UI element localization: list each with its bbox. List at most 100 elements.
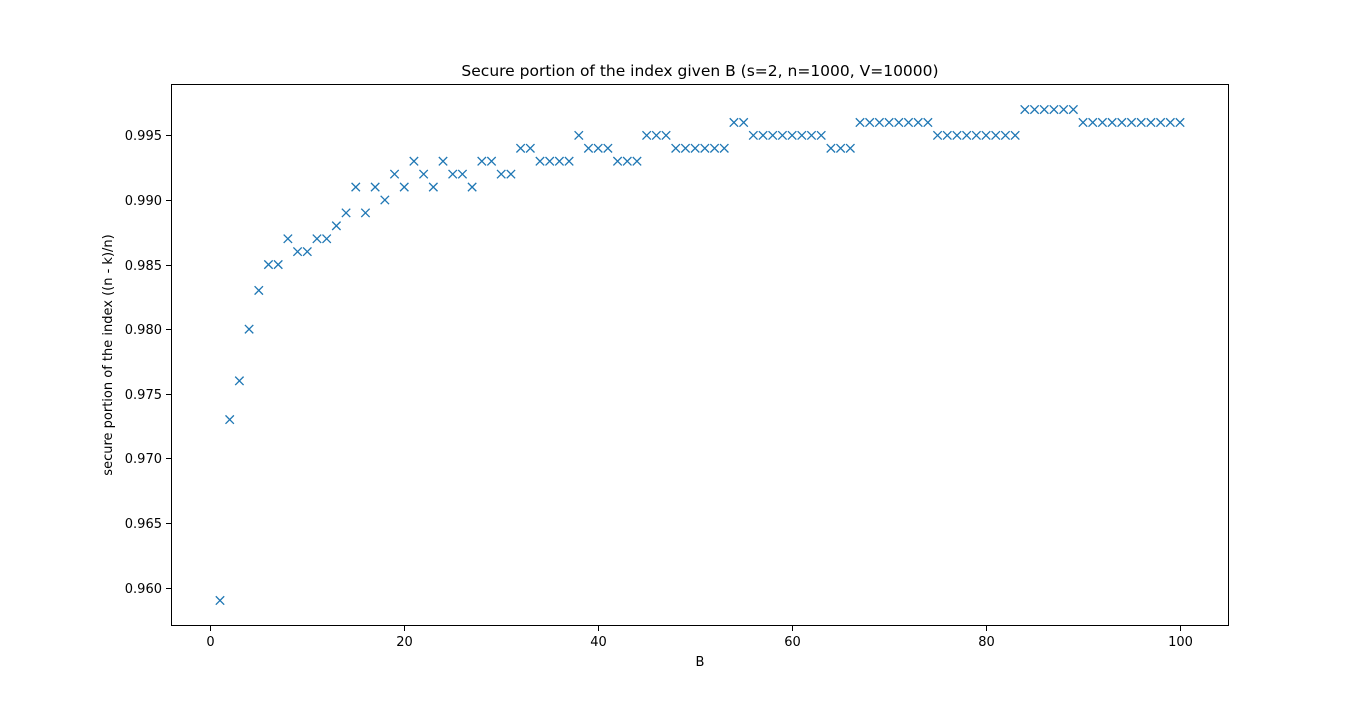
data-point: [787, 130, 797, 141]
data-point: [603, 143, 613, 153]
data-point: [448, 169, 458, 179]
data-point: [302, 246, 312, 257]
data-point: [612, 156, 623, 166]
data-point: [574, 130, 584, 141]
data-point: [962, 130, 972, 141]
data-point: [370, 182, 380, 192]
data-point: [748, 130, 758, 141]
data-point: [1010, 130, 1020, 141]
data-point: [418, 169, 429, 179]
data-points: [215, 104, 1185, 606]
data-point: [981, 130, 991, 141]
data-point: [719, 143, 729, 153]
data-point: [1058, 104, 1069, 115]
y-tick-label: 0.960: [125, 582, 162, 597]
data-point: [1088, 117, 1098, 128]
data-point: [855, 117, 865, 128]
data-point: [360, 208, 371, 218]
data-point: [506, 169, 516, 179]
data-point: [457, 169, 468, 179]
data-point: [865, 117, 875, 128]
data-point: [515, 143, 526, 153]
data-point: [622, 156, 632, 166]
data-point: [680, 143, 691, 153]
data-point: [1155, 117, 1166, 128]
data-point: [380, 195, 390, 205]
data-point: [583, 143, 594, 153]
data-point: [651, 130, 662, 141]
y-tick-label: 0.990: [125, 194, 162, 209]
data-point: [1175, 117, 1185, 128]
data-point: [244, 324, 254, 334]
data-point: [690, 143, 700, 153]
data-point: [312, 234, 322, 244]
data-point: [700, 143, 710, 153]
data-point: [826, 143, 836, 153]
data-point: [1146, 117, 1156, 128]
x-tick-label: 20: [396, 635, 413, 650]
data-point: [1020, 104, 1030, 115]
data-point: [477, 156, 487, 166]
data-point: [389, 169, 400, 179]
data-point: [806, 130, 817, 141]
data-point: [1039, 104, 1049, 115]
data-point: [1097, 117, 1108, 128]
data-point: [768, 130, 778, 141]
data-point: [438, 156, 448, 166]
data-point: [874, 117, 885, 128]
data-point: [1136, 117, 1146, 128]
x-axis-ticks: 0 20 40 60 80 100: [206, 626, 1193, 650]
data-point: [399, 182, 409, 192]
x-tick-label: 100: [1168, 635, 1193, 650]
data-point: [1126, 117, 1137, 128]
data-point: [1165, 117, 1175, 128]
data-point: [1000, 130, 1011, 141]
data-point: [428, 182, 438, 192]
x-tick-label: 60: [784, 635, 801, 650]
data-point: [913, 117, 923, 128]
data-point: [322, 234, 332, 244]
data-point: [797, 130, 807, 141]
data-point: [971, 130, 982, 141]
data-point: [263, 259, 274, 270]
y-axis-ticks: 0.960 0.965 0.970 0.975 0.980 0.985 0.990 0.995: [125, 129, 171, 597]
data-point: [341, 208, 351, 218]
data-point: [729, 117, 739, 128]
data-point: [292, 246, 303, 257]
data-point: [1049, 104, 1059, 115]
y-tick-label: 0.970: [125, 452, 162, 467]
data-point: [1078, 117, 1088, 128]
data-point: [331, 221, 342, 231]
plot-area-frame: [171, 84, 1229, 626]
data-point: [738, 117, 749, 128]
data-point: [273, 259, 283, 270]
data-point: [932, 130, 943, 141]
y-tick-label: 0.980: [125, 323, 162, 338]
data-point: [535, 156, 545, 166]
data-point: [351, 182, 361, 192]
data-point: [593, 143, 603, 153]
x-tick-label: 40: [590, 635, 607, 650]
x-axis-label: B: [696, 655, 705, 670]
data-point: [894, 117, 904, 128]
x-tick-label: 80: [978, 635, 995, 650]
data-point: [671, 143, 681, 153]
data-point: [991, 130, 1001, 141]
data-point: [254, 285, 264, 296]
y-tick-label: 0.995: [125, 129, 162, 144]
data-point: [564, 156, 574, 166]
data-point: [903, 117, 914, 128]
data-point: [554, 156, 565, 166]
data-point: [225, 414, 235, 425]
data-point: [777, 130, 788, 141]
data-point: [215, 595, 225, 606]
y-tick-label: 0.975: [125, 388, 162, 403]
data-point: [709, 143, 720, 153]
x-tick-label: 0: [206, 635, 214, 650]
data-point: [845, 143, 855, 153]
data-point: [642, 130, 652, 141]
y-tick-label: 0.965: [125, 517, 162, 532]
data-point: [952, 130, 962, 141]
data-point: [884, 117, 894, 128]
